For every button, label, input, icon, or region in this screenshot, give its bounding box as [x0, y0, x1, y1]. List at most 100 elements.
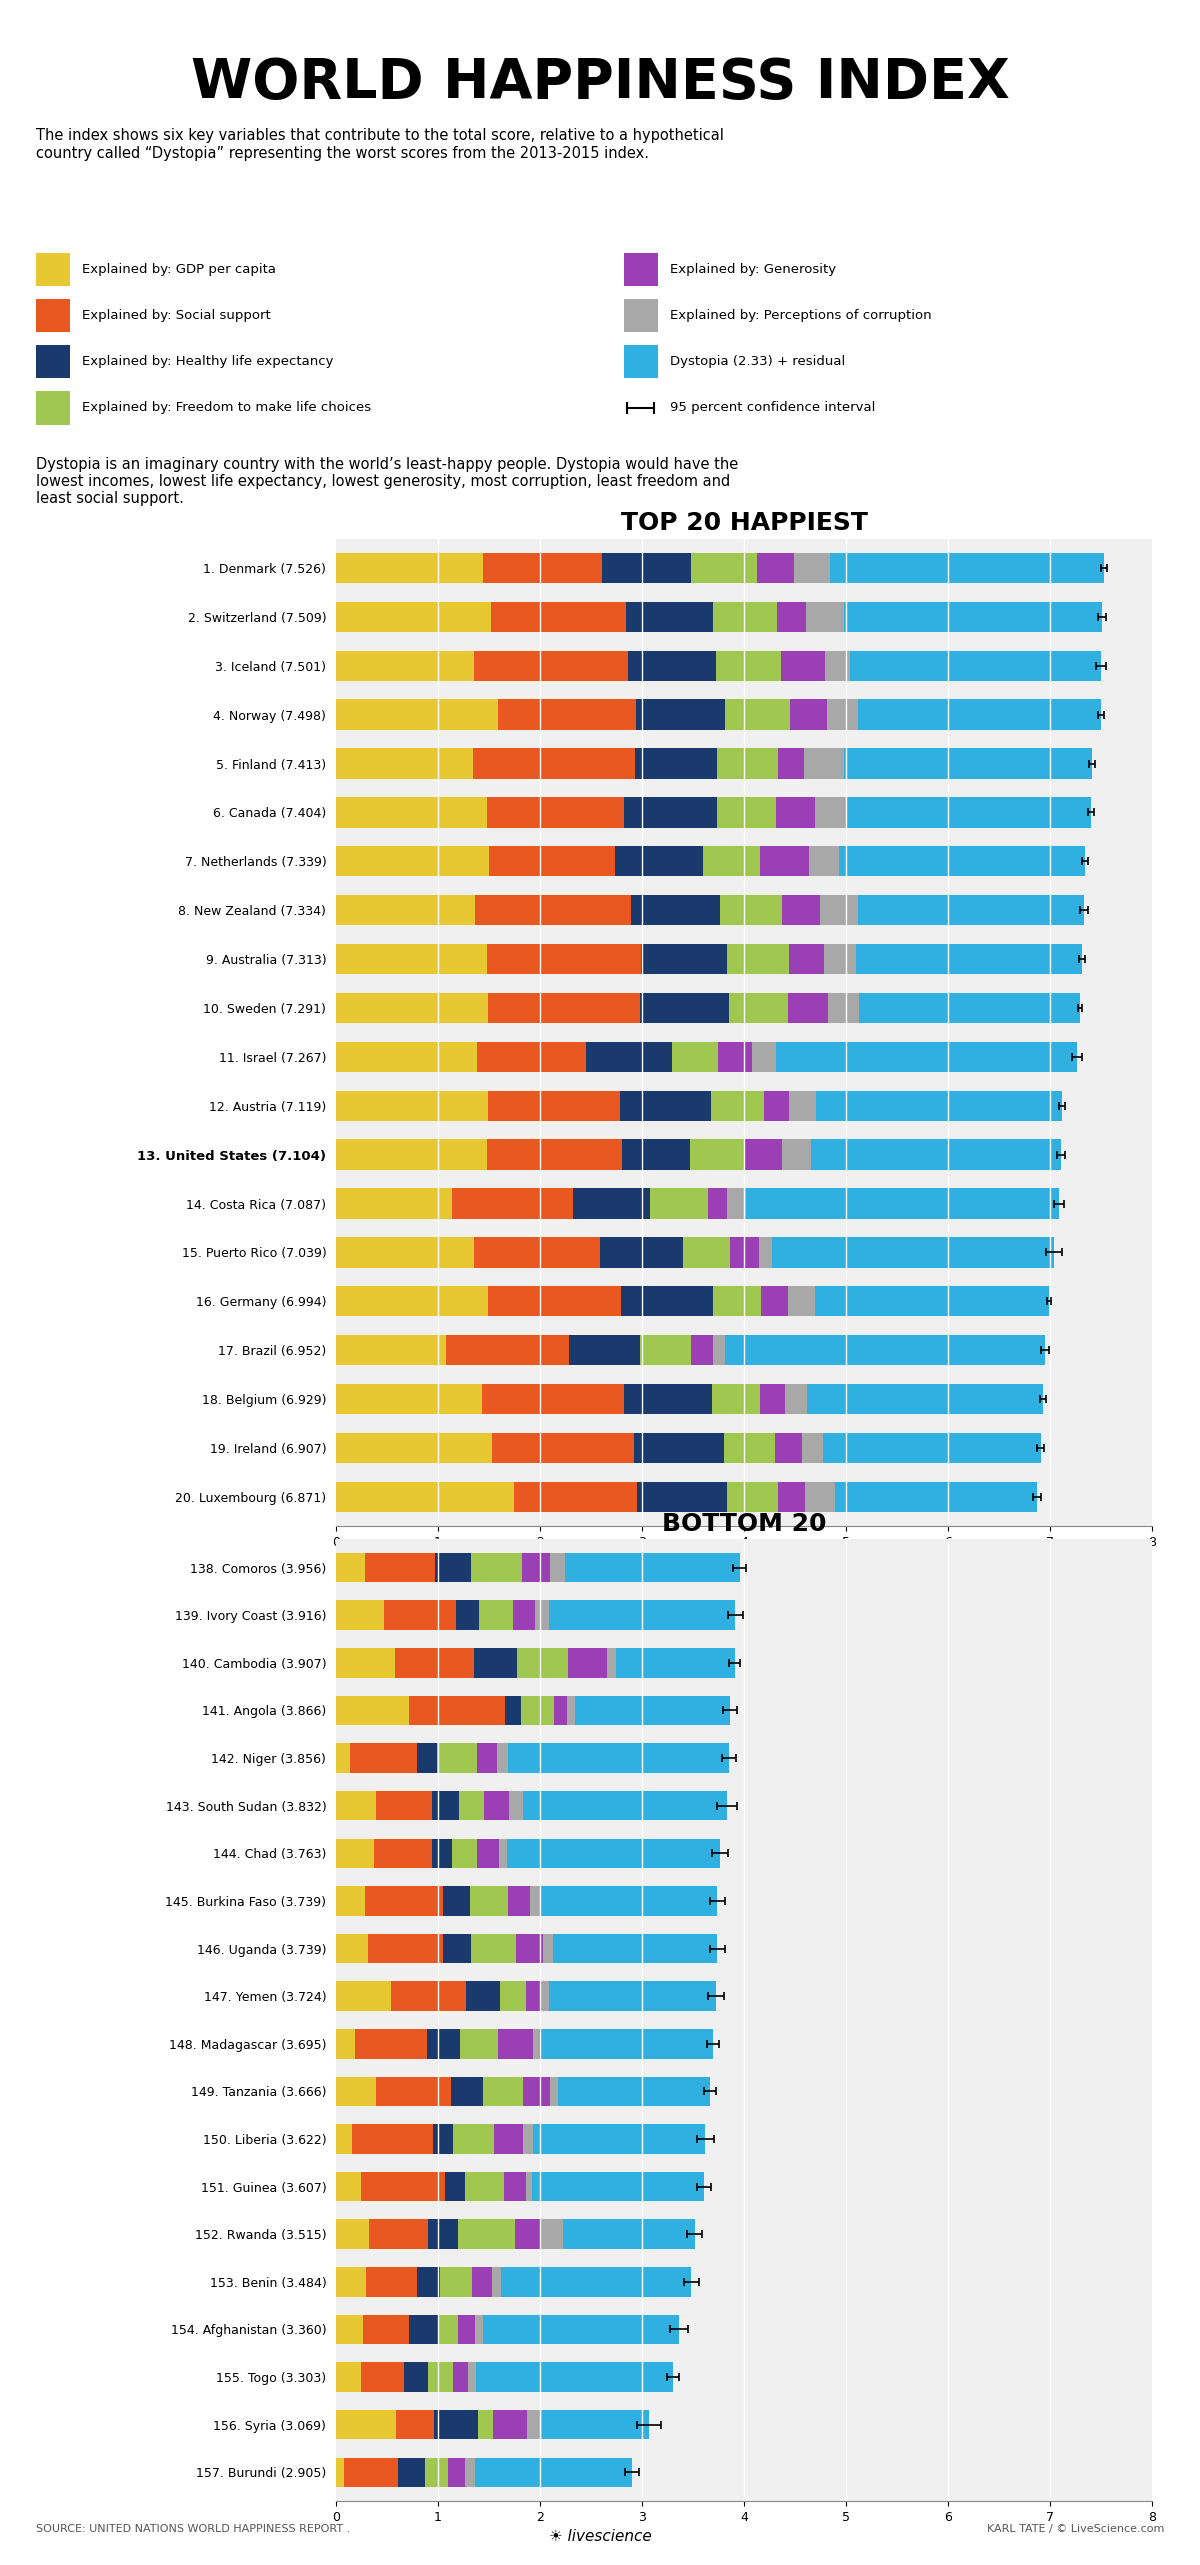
Bar: [454, 2362, 468, 2391]
Bar: [558, 2078, 710, 2106]
Bar: [720, 895, 782, 926]
Bar: [492, 1434, 635, 1462]
Title: TOP 20 HAPPIEST: TOP 20 HAPPIEST: [620, 510, 868, 536]
Bar: [522, 2078, 550, 2106]
Bar: [444, 1885, 470, 1916]
Bar: [816, 1090, 1062, 1121]
Bar: [553, 1695, 568, 1726]
Bar: [672, 1041, 718, 1072]
Bar: [487, 944, 641, 975]
Bar: [466, 1980, 500, 2011]
Bar: [336, 846, 490, 877]
Bar: [432, 1839, 451, 1867]
Bar: [506, 1839, 720, 1867]
Bar: [336, 652, 474, 680]
Bar: [563, 2219, 695, 2250]
Bar: [395, 1649, 474, 1678]
Bar: [426, 2029, 461, 2060]
Bar: [500, 1980, 527, 2011]
Bar: [515, 2219, 540, 2250]
Bar: [434, 1552, 472, 1583]
Bar: [516, 1649, 568, 1678]
Bar: [475, 2457, 632, 2488]
Bar: [473, 749, 635, 780]
Bar: [823, 944, 856, 975]
Bar: [858, 700, 1100, 731]
Bar: [336, 2124, 353, 2155]
Bar: [336, 1885, 365, 1916]
Bar: [728, 993, 788, 1023]
Bar: [336, 1188, 451, 1218]
Bar: [376, 2078, 451, 2106]
Bar: [437, 1744, 478, 1772]
Bar: [716, 798, 776, 828]
Bar: [527, 2411, 542, 2439]
Bar: [479, 1601, 514, 1629]
Bar: [336, 1090, 487, 1121]
Text: ☀ livescience: ☀ livescience: [548, 2529, 652, 2544]
Bar: [713, 1285, 761, 1316]
Bar: [622, 1139, 690, 1170]
Bar: [616, 846, 703, 877]
Bar: [641, 1334, 691, 1365]
Bar: [708, 1188, 727, 1218]
Bar: [474, 652, 628, 680]
Bar: [760, 1385, 785, 1413]
Bar: [336, 2267, 366, 2296]
Bar: [826, 652, 850, 680]
Bar: [850, 652, 1102, 680]
Bar: [815, 798, 847, 828]
Bar: [683, 1236, 731, 1267]
Bar: [624, 1385, 713, 1413]
Bar: [504, 2173, 526, 2201]
Bar: [835, 1483, 1037, 1511]
Bar: [776, 1041, 1078, 1072]
Bar: [550, 1601, 736, 1629]
Text: WORLD HAPPINESS INDEX: WORLD HAPPINESS INDEX: [191, 56, 1009, 110]
Bar: [761, 1285, 787, 1316]
Bar: [533, 2124, 706, 2155]
Bar: [619, 1090, 712, 1121]
Bar: [782, 895, 820, 926]
Bar: [718, 749, 778, 780]
Bar: [649, 1188, 708, 1218]
Bar: [336, 1236, 474, 1267]
Bar: [451, 1839, 476, 1867]
Bar: [464, 2173, 504, 2201]
Bar: [508, 1885, 530, 1916]
Bar: [416, 2267, 439, 2296]
Text: KARL TATE / © LiveScience.com: KARL TATE / © LiveScience.com: [986, 2524, 1164, 2534]
Text: Dystopia (2.33) + residual: Dystopia (2.33) + residual: [670, 354, 845, 369]
Bar: [624, 798, 716, 828]
Bar: [727, 1188, 745, 1218]
Bar: [526, 2173, 532, 2201]
Bar: [514, 1601, 535, 1629]
Bar: [456, 1601, 479, 1629]
Bar: [527, 1980, 541, 2011]
Bar: [533, 2029, 539, 2060]
Bar: [794, 554, 830, 582]
Bar: [425, 2457, 448, 2488]
Bar: [365, 1552, 434, 1583]
Bar: [446, 1334, 569, 1365]
Bar: [802, 1434, 823, 1462]
Bar: [498, 2029, 533, 2060]
Bar: [636, 700, 725, 731]
Bar: [433, 2124, 452, 2155]
Bar: [858, 895, 1084, 926]
Bar: [847, 798, 1091, 828]
Bar: [640, 993, 728, 1023]
Bar: [514, 1483, 637, 1511]
Bar: [788, 944, 823, 975]
Bar: [350, 1744, 418, 1772]
Bar: [764, 1090, 788, 1121]
Bar: [758, 1236, 772, 1267]
Bar: [804, 1483, 835, 1511]
Bar: [468, 2362, 476, 2391]
Bar: [460, 1790, 484, 1821]
Bar: [731, 1236, 758, 1267]
Text: Explained by: Freedom to make life choices: Explained by: Freedom to make life choic…: [82, 400, 371, 416]
Bar: [713, 603, 776, 631]
Bar: [353, 2124, 433, 2155]
Bar: [576, 1695, 731, 1726]
